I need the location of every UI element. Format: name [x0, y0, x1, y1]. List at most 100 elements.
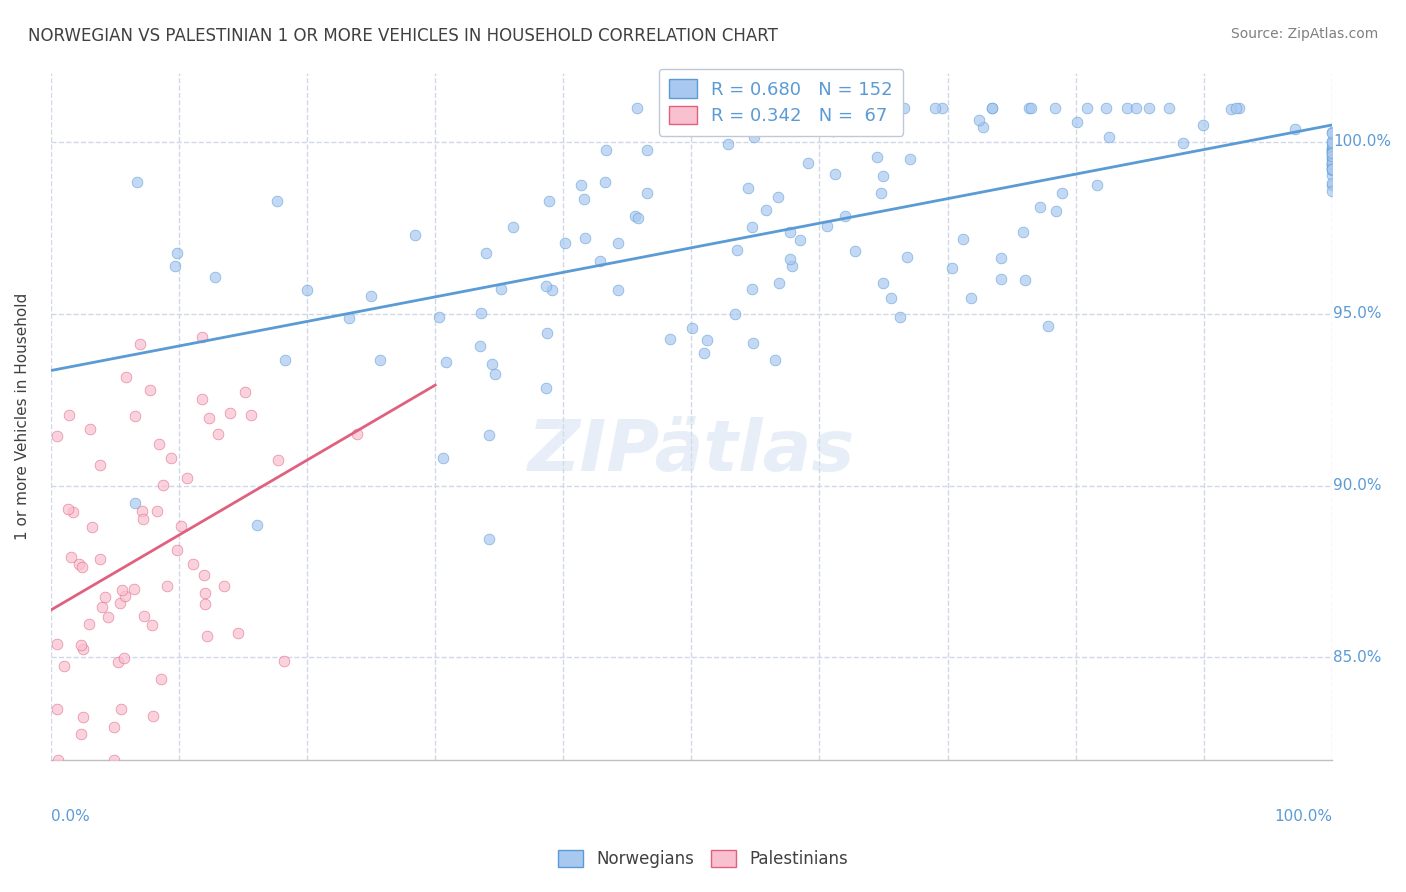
Point — [1320, 184, 1343, 198]
Point — [636, 186, 658, 201]
Point — [830, 101, 852, 115]
Point — [607, 283, 630, 297]
Point — [197, 629, 219, 643]
Point — [295, 283, 318, 297]
Point — [404, 228, 426, 243]
Text: NORWEGIAN VS PALESTINIAN 1 OR MORE VEHICLES IN HOUSEHOLD CORRELATION CHART: NORWEGIAN VS PALESTINIAN 1 OR MORE VEHIC… — [28, 27, 778, 45]
Point — [146, 503, 169, 517]
Point — [755, 202, 778, 217]
Point — [821, 123, 844, 137]
Point — [114, 370, 136, 384]
Point — [725, 112, 748, 127]
Point — [190, 392, 212, 407]
Point — [127, 175, 149, 189]
Point — [207, 427, 229, 442]
Point — [1137, 101, 1160, 115]
Point — [79, 422, 101, 436]
Point — [70, 727, 93, 741]
Point — [134, 609, 156, 624]
Point — [1227, 101, 1250, 115]
Point — [62, 505, 84, 519]
Point — [194, 597, 217, 611]
Point — [91, 599, 114, 614]
Point — [972, 120, 994, 135]
Point — [636, 143, 658, 157]
Point — [1192, 118, 1215, 132]
Point — [481, 357, 503, 371]
Point — [866, 150, 889, 164]
Point — [1320, 168, 1343, 182]
Point — [844, 244, 866, 259]
Point — [1320, 140, 1343, 154]
Point — [148, 436, 170, 450]
Point — [58, 502, 80, 516]
Point — [1320, 161, 1343, 176]
Point — [595, 144, 617, 158]
Point — [60, 550, 83, 565]
Point — [554, 235, 576, 250]
Point — [834, 209, 856, 223]
Point — [768, 276, 790, 290]
Point — [782, 101, 804, 115]
Point — [824, 167, 846, 181]
Point — [766, 190, 789, 204]
Point — [924, 101, 946, 115]
Point — [537, 194, 560, 208]
Point — [156, 578, 179, 592]
Point — [981, 101, 1004, 115]
Point — [893, 101, 915, 115]
Point — [763, 353, 786, 368]
Point — [1085, 178, 1108, 193]
Point — [624, 209, 647, 223]
Point — [267, 452, 290, 467]
Point — [111, 582, 134, 597]
Point — [1320, 178, 1343, 193]
Point — [959, 291, 981, 305]
Point — [124, 496, 146, 510]
Point — [780, 259, 803, 273]
Point — [1320, 157, 1343, 171]
Point — [1036, 318, 1059, 333]
Point — [741, 335, 763, 350]
Point — [163, 259, 186, 273]
Point — [1320, 152, 1343, 166]
Point — [1320, 146, 1343, 161]
Point — [112, 651, 135, 665]
Point — [58, 409, 80, 423]
Point — [219, 406, 242, 420]
Point — [478, 428, 501, 442]
Point — [1320, 153, 1343, 167]
Point — [1320, 163, 1343, 178]
Point — [898, 152, 921, 166]
Text: 95.0%: 95.0% — [1333, 306, 1382, 321]
Point — [1098, 129, 1121, 144]
Point — [870, 186, 893, 200]
Point — [1171, 136, 1194, 151]
Text: 0.0%: 0.0% — [51, 808, 90, 823]
Point — [1320, 145, 1343, 160]
Point — [1320, 126, 1343, 140]
Point — [1320, 159, 1343, 173]
Point — [160, 451, 183, 466]
Point — [886, 101, 908, 115]
Point — [593, 175, 616, 189]
Point — [478, 533, 501, 547]
Point — [141, 617, 163, 632]
Point — [67, 557, 90, 571]
Point — [1320, 146, 1343, 161]
Point — [789, 233, 811, 247]
Point — [1320, 149, 1343, 163]
Point — [97, 610, 120, 624]
Point — [1225, 101, 1247, 115]
Point — [737, 180, 759, 194]
Point — [744, 130, 766, 145]
Point — [1320, 156, 1343, 170]
Point — [129, 336, 152, 351]
Point — [541, 283, 564, 297]
Point — [502, 219, 524, 234]
Point — [872, 276, 894, 290]
Point — [194, 586, 217, 600]
Point — [1019, 101, 1042, 115]
Legend: Norwegians, Palestinians: Norwegians, Palestinians — [551, 843, 855, 875]
Point — [1076, 101, 1098, 115]
